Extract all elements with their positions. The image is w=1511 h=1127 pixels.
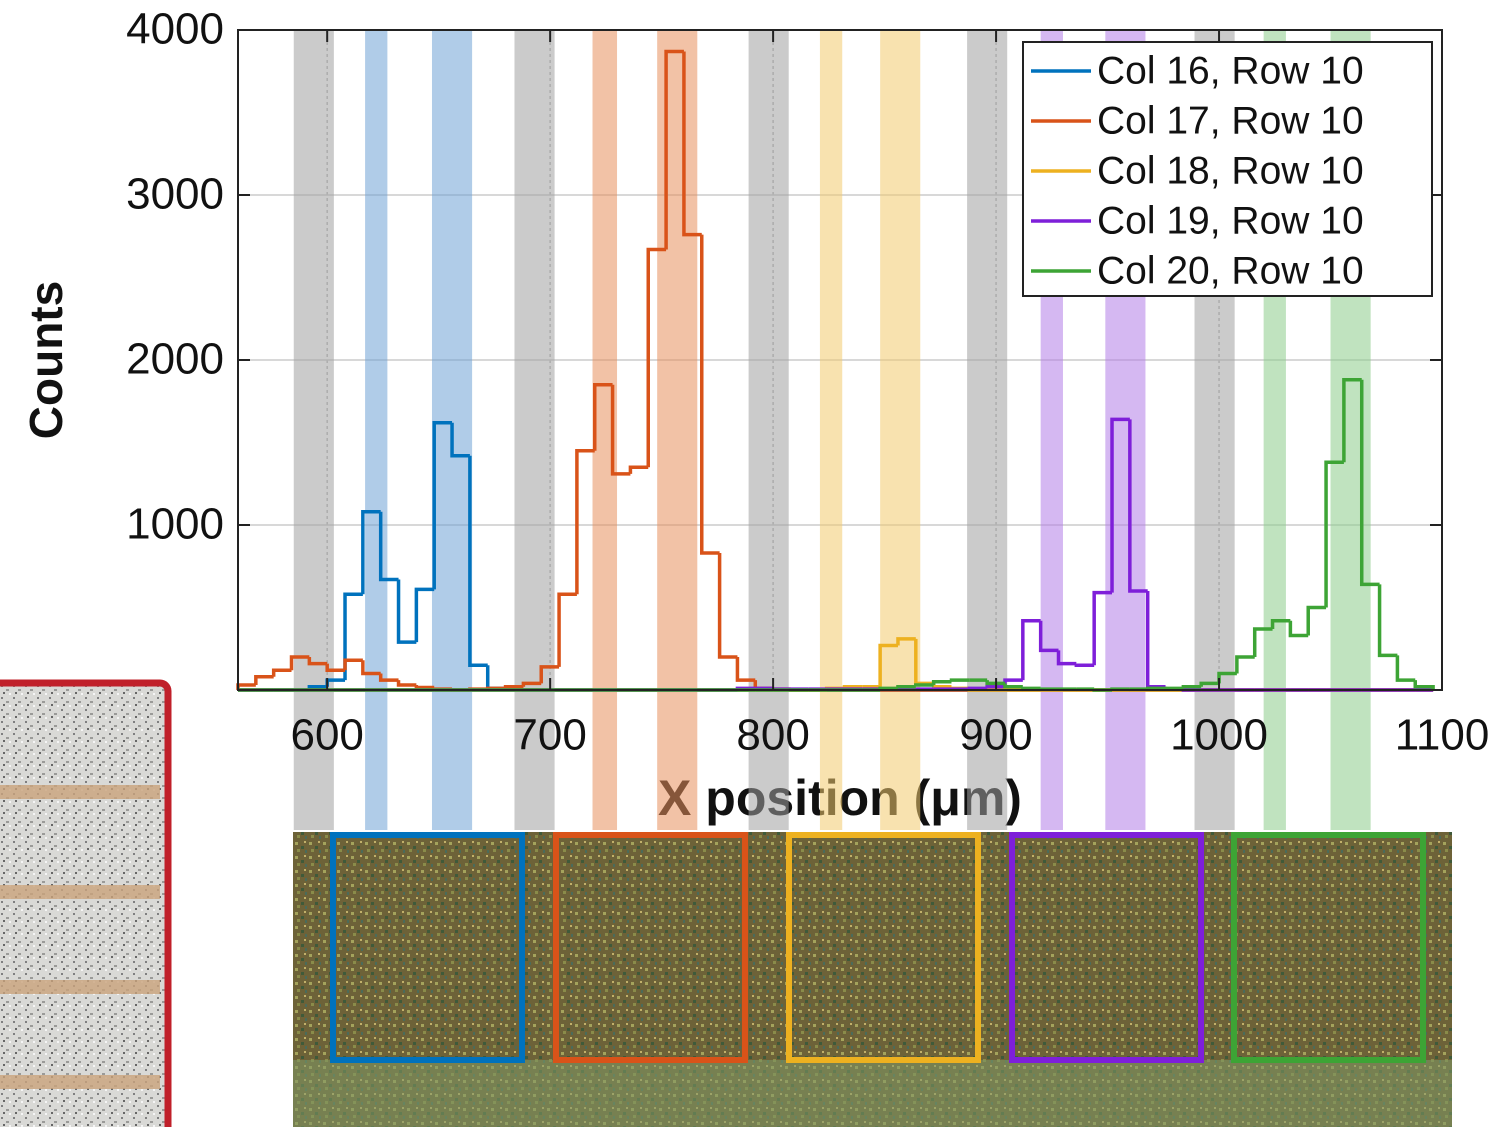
histogram-step: [539, 665, 560, 684]
histogram-step: [1181, 684, 1202, 689]
histogram-step: [468, 455, 488, 667]
histogram-step: [646, 247, 667, 468]
y-tick-label: 1000: [126, 500, 224, 549]
x-tick-label: 800: [736, 711, 809, 760]
histogram-step: [1003, 683, 1023, 689]
histogram-step: [931, 680, 952, 686]
histogram-step: [1128, 419, 1148, 593]
histogram-step: [271, 668, 292, 677]
histogram-step: [1056, 650, 1077, 666]
histogram-step: [735, 657, 756, 682]
histogram-step: [896, 684, 916, 689]
histogram-step: [1235, 655, 1255, 674]
histogram-step: [878, 643, 898, 687]
histogram-step: [1377, 584, 1398, 658]
histogram-step: [1074, 663, 1095, 667]
histogram-step: [1199, 681, 1220, 687]
histogram-step: [1252, 627, 1273, 657]
histogram-step: [378, 511, 399, 582]
y-axis-label: Counts: [20, 281, 72, 439]
legend-label: Col 16, Row 10: [1097, 49, 1364, 92]
legend-box: [1022, 41, 1433, 297]
histogram-step: [378, 673, 399, 682]
y-tick-label: 2000: [126, 335, 224, 384]
histogram-step: [361, 660, 381, 676]
highlight-band: [819, 30, 843, 830]
histogram-step: [949, 678, 970, 682]
x-tick-label: 600: [290, 711, 363, 760]
histogram-step: [592, 383, 613, 451]
highlight-band: [748, 30, 789, 830]
highlight-band: [514, 30, 555, 830]
highlight-band: [880, 30, 921, 830]
histogram-step: [985, 680, 1005, 686]
highlight-band: [967, 30, 1008, 830]
histogram-step: [343, 592, 363, 681]
legend-label: Col 20, Row 10: [1097, 249, 1364, 292]
histogram-step: [914, 683, 934, 687]
x-tick-label: 1100: [1395, 711, 1490, 760]
histogram-step: [1395, 655, 1416, 682]
histogram-step: [985, 684, 1005, 689]
histogram-step: [414, 587, 435, 643]
histogram-step: [1306, 605, 1327, 636]
legend-label: Col 17, Row 10: [1097, 99, 1364, 142]
histogram-step: [700, 234, 720, 555]
histogram-step: [396, 680, 417, 687]
histogram-step: [503, 684, 524, 689]
y-tick-label: 4000: [126, 5, 224, 54]
histogram-step: [610, 384, 631, 476]
histogram-step: [1270, 618, 1291, 629]
histogram-step: [896, 637, 916, 646]
x-tick-label: 900: [959, 711, 1032, 760]
chip-image-left: [0, 679, 172, 1127]
histogram-step: [289, 655, 310, 671]
histogram-step: [414, 685, 435, 690]
histogram-step: [1021, 686, 1041, 691]
histogram-step: [450, 422, 470, 458]
highlight-band: [657, 30, 698, 830]
y-tick-label: 3000: [126, 170, 224, 219]
histogram-step: [717, 553, 738, 659]
x-tick-label: 700: [513, 711, 586, 760]
histogram-step: [396, 579, 417, 644]
histogram-step: [254, 675, 274, 686]
histogram-step: [361, 510, 381, 595]
highlight-band: [293, 30, 334, 830]
histogram-step: [1145, 686, 1166, 691]
histogram-step: [343, 658, 363, 671]
histogram-step: [967, 686, 988, 691]
histogram-step: [485, 665, 506, 691]
histogram-step: [307, 657, 328, 666]
histogram-step: [557, 592, 577, 667]
histogram-step: [664, 49, 684, 250]
histogram-step: [1092, 590, 1113, 666]
legend-label: Col 19, Row 10: [1097, 199, 1364, 242]
histogram-step: [1413, 680, 1435, 690]
histogram-step: [628, 465, 649, 474]
histogram-step: [1110, 417, 1130, 593]
histogram-step: [1288, 620, 1309, 638]
histogram-step: [432, 420, 453, 590]
histogram-step: [1324, 460, 1344, 608]
histogram-step: [575, 449, 595, 595]
histogram-step: [931, 683, 952, 689]
highlight-band: [365, 30, 388, 830]
histogram-step: [1038, 620, 1059, 653]
histogram-step: [1359, 379, 1380, 587]
histogram-step: [1342, 378, 1362, 463]
histogram-step: [682, 51, 702, 237]
histogram-step: [325, 663, 346, 672]
chip-image-strip: [293, 832, 1452, 1127]
histogram-step: [1021, 618, 1041, 681]
x-tick-label: 1000: [1170, 711, 1268, 760]
legend-label: Col 18, Row 10: [1097, 149, 1364, 192]
histogram-step: [1145, 591, 1166, 689]
histogram-step: [521, 681, 542, 687]
